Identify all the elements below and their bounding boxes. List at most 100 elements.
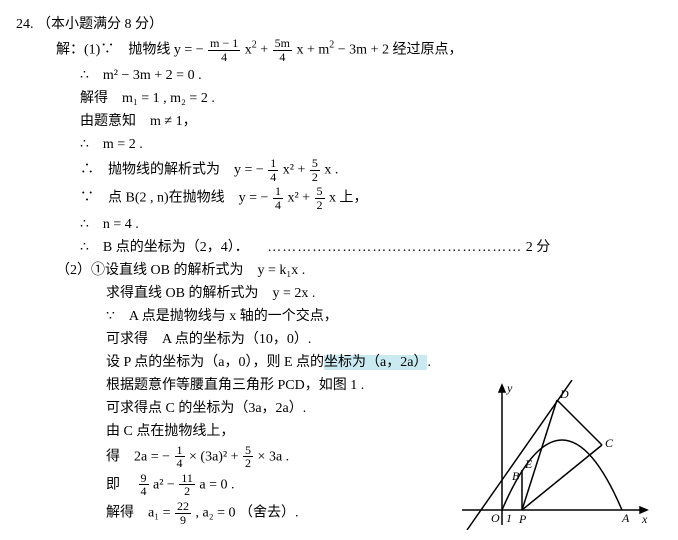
line-2: ∴ m² − 3m + 2 = 0 . <box>16 65 662 86</box>
t: 解得 m₁ = 1 , m₂ = 2 . <box>80 91 215 106</box>
line-11: 求得直线 OB 的解析式为 y = 2x . <box>16 283 662 304</box>
segment-DC <box>557 400 602 445</box>
n: m − 1 <box>208 37 240 51</box>
t: ∴ n = 4 . <box>80 217 139 232</box>
t: ∴ m² − 3m + 2 = 0 . <box>80 68 202 83</box>
n: 5 <box>315 185 325 199</box>
t: x . <box>324 163 338 178</box>
t: ∵ A 点是抛物线与 x 轴的一个交点， <box>106 309 338 324</box>
t: （2）①设直线 OB 的解析式为 y = k₁x . <box>56 263 305 278</box>
label-y: y <box>506 381 513 395</box>
d: 4 <box>175 457 185 470</box>
solution-body: 24. （本小题满分 8 分） 解：(1)∵ 抛物线 y = − m − 14 … <box>16 14 662 526</box>
t: 求得直线 OB 的解析式为 y = 2x . <box>106 286 315 301</box>
n: 5m <box>273 37 292 51</box>
line-1: 解：(1)∵ 抛物线 y = − m − 14 x2 + 5m4 x + m2 … <box>16 37 662 63</box>
d: 4 <box>208 51 240 64</box>
problem-header: 24. （本小题满分 8 分） <box>16 14 662 35</box>
frac-4: 52 <box>310 157 320 183</box>
figure-1: y x O 1 P A B E C D <box>462 380 652 530</box>
t: a² − <box>153 477 178 492</box>
frac-1: m − 14 <box>208 37 240 63</box>
d: 4 <box>273 199 283 212</box>
sup: 2 <box>329 40 334 51</box>
highlight: 坐标为（a，2a） <box>324 355 427 370</box>
label-B: B <box>512 469 520 483</box>
line-9: ∴ B 点的坐标为（2，4）． …………………………………………… 2 分 <box>16 237 662 258</box>
line-13: 可求得 A 点的坐标为（10，0）. <box>16 329 662 350</box>
sup: 2 <box>252 40 257 51</box>
frac-3c: 14 <box>175 444 185 470</box>
d: 4 <box>273 51 292 64</box>
t: x + m <box>296 42 329 57</box>
frac-4b: 52 <box>315 185 325 211</box>
line-8: ∴ n = 4 . <box>16 214 662 235</box>
t: x² + <box>283 163 309 178</box>
d: 2 <box>179 485 195 498</box>
line-7: ∵ 点 B(2 , n)在抛物线 y = − 14 x² + 52 x 上， <box>16 185 662 211</box>
frac-3b: 14 <box>273 185 283 211</box>
t: ∴ B 点的坐标为（2，4）． <box>80 240 249 255</box>
problem-number: 24. <box>16 17 34 32</box>
label-x: x <box>641 512 648 526</box>
n: 5 <box>243 444 253 458</box>
n: 1 <box>273 185 283 199</box>
t: . <box>427 355 431 370</box>
frac-4c: 52 <box>243 444 253 470</box>
d: 4 <box>139 485 149 498</box>
t: 得 2a = − <box>106 449 174 464</box>
line-10: （2）①设直线 OB 的解析式为 y = k₁x . <box>16 260 662 281</box>
t: 设 P 点的坐标为（a，0），则 E 点的 <box>106 355 324 370</box>
score: 2 分 <box>526 240 551 255</box>
t: 根据题意作等腰直角三角形 PCD，如图 1 . <box>106 378 364 393</box>
frac-2: 5m4 <box>273 37 292 63</box>
t: 解得 a₁ = <box>106 505 174 520</box>
dots: …………………………………………… <box>252 240 522 255</box>
t: x 上， <box>329 191 368 206</box>
t: × (3a)² + <box>189 449 242 464</box>
t: ∴ m = 2 . <box>80 137 143 152</box>
line-4: 由题意知 m ≠ 1， <box>16 111 662 132</box>
n: 1 <box>175 444 185 458</box>
t: 由题意知 m ≠ 1， <box>80 114 197 129</box>
line-6: ∴ 抛物线的解析式为 y = − 14 x² + 52 x . <box>16 157 662 183</box>
d: 2 <box>315 199 325 212</box>
t: ∵ 点 B(2 , n)在抛物线 y = − <box>80 191 272 206</box>
label-A: A <box>621 511 630 525</box>
line-5: ∴ m = 2 . <box>16 134 662 155</box>
frac-7: 229 <box>175 500 191 526</box>
n: 5 <box>310 157 320 171</box>
header-text: （本小题满分 8 分） <box>37 17 163 32</box>
line-14: 设 P 点的坐标为（a，0），则 E 点的坐标为（a，2a）. <box>16 352 662 373</box>
label-O: O <box>491 511 500 525</box>
n: 1 <box>268 157 278 171</box>
t: a = 0 . <box>199 477 234 492</box>
t: 即 <box>106 477 134 492</box>
y-arrow <box>499 385 505 392</box>
label-D: D <box>559 387 569 401</box>
segment-PD <box>522 400 557 510</box>
t: 解：(1)∵ 抛物线 y = − <box>56 42 204 57</box>
label-C: C <box>605 436 614 450</box>
frac-5: 94 <box>139 472 149 498</box>
t: 可求得点 C 的坐标为（3a，2a）. <box>106 401 306 416</box>
label-E: E <box>524 457 533 471</box>
frac-6: 112 <box>179 472 195 498</box>
t: ∴ 抛物线的解析式为 y = − <box>80 163 267 178</box>
d: 4 <box>268 171 278 184</box>
label-P: P <box>518 512 527 526</box>
t: x <box>245 42 252 57</box>
n: 22 <box>175 500 191 514</box>
t: , a₂ = 0 （舍去）. <box>196 505 299 520</box>
n: 9 <box>139 472 149 486</box>
line-3: 解得 m₁ = 1 , m₂ = 2 . <box>16 88 662 109</box>
d: 2 <box>243 457 253 470</box>
d: 2 <box>310 171 320 184</box>
parabola <box>502 440 622 510</box>
t: 由 C 点在抛物线上， <box>106 424 234 439</box>
frac-3: 14 <box>268 157 278 183</box>
line-12: ∵ A 点是抛物线与 x 轴的一个交点， <box>16 306 662 327</box>
t: 可求得 A 点的坐标为（10，0）. <box>106 332 311 347</box>
t: + <box>260 42 271 57</box>
t: x² + <box>287 191 313 206</box>
